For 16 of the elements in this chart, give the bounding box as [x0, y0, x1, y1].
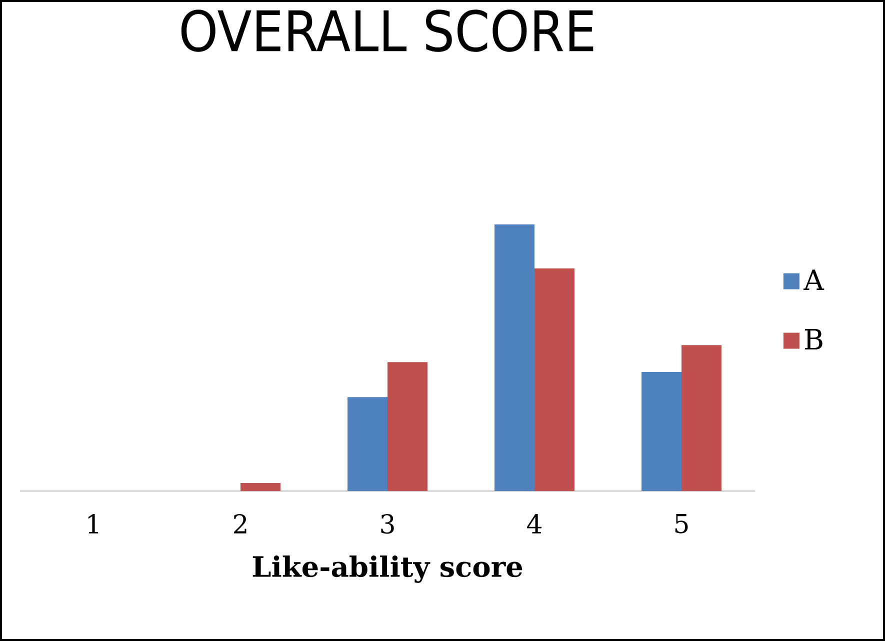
- legend-label: B: [804, 328, 822, 350]
- bar: [641, 372, 682, 491]
- x-tick-label: 2: [234, 514, 246, 534]
- x-tick-label: 1: [88, 514, 98, 534]
- x-axis-title: Like-ability score: [252, 555, 522, 583]
- bar: [348, 397, 388, 491]
- x-tick-label: 3: [381, 514, 394, 534]
- bar: [534, 268, 574, 491]
- chart-title: OVERALL SCORE: [181, 10, 594, 52]
- legend-label: A: [803, 270, 824, 290]
- bar: [681, 345, 722, 491]
- bar: [387, 362, 428, 491]
- x-tick-label: 4: [527, 514, 542, 534]
- x-tick-label: 5: [675, 514, 688, 534]
- bar: [240, 482, 280, 491]
- bar: [494, 224, 534, 491]
